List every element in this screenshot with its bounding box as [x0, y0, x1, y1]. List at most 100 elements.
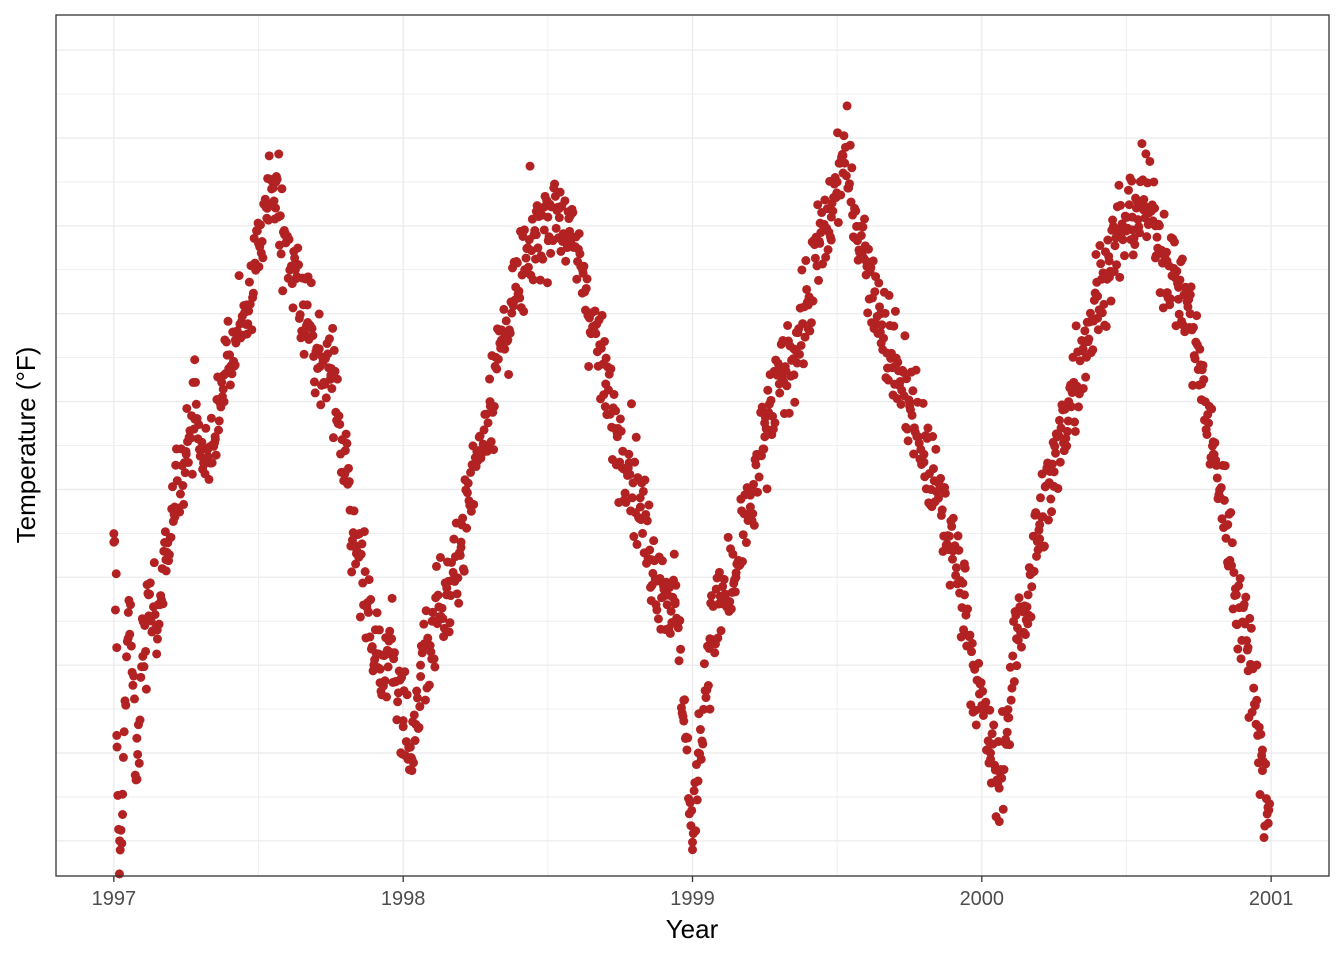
data-point	[626, 399, 636, 409]
data-point	[1093, 325, 1103, 335]
data-point	[329, 345, 339, 355]
data-point	[1135, 228, 1145, 238]
data-point	[416, 672, 426, 682]
data-point	[444, 627, 454, 637]
data-point	[759, 444, 769, 454]
data-point	[861, 256, 871, 266]
data-point	[868, 256, 878, 266]
data-point	[749, 479, 759, 489]
data-point	[1070, 426, 1080, 436]
data-point	[227, 369, 237, 379]
data-point	[1084, 334, 1094, 344]
data-point	[214, 416, 224, 426]
data-point	[1235, 574, 1245, 584]
data-point	[175, 489, 185, 499]
data-point	[489, 445, 499, 455]
data-point	[907, 410, 917, 420]
data-point	[719, 574, 729, 584]
data-point	[596, 343, 606, 353]
data-point	[760, 432, 770, 442]
data-point	[782, 381, 792, 391]
data-point	[985, 748, 995, 758]
data-point	[1039, 541, 1049, 551]
data-point	[135, 715, 145, 725]
data-point	[191, 377, 201, 387]
data-point	[210, 432, 220, 442]
data-point	[692, 795, 702, 805]
data-point	[1053, 483, 1063, 493]
data-point	[1071, 321, 1081, 331]
data-point	[968, 660, 978, 670]
data-point	[723, 532, 733, 542]
data-point	[738, 530, 748, 540]
data-point	[442, 590, 452, 600]
data-point	[1255, 790, 1265, 800]
data-point	[1220, 461, 1230, 471]
data-point	[826, 212, 836, 222]
data-point	[644, 500, 654, 510]
data-point	[795, 349, 805, 359]
data-point	[1177, 254, 1187, 264]
data-point	[565, 226, 575, 236]
data-point	[122, 652, 132, 662]
data-point	[590, 306, 600, 316]
data-point	[1067, 388, 1077, 398]
data-point	[139, 662, 149, 672]
data-point	[621, 497, 631, 507]
data-point	[269, 196, 279, 206]
data-point	[989, 720, 999, 730]
data-point	[186, 433, 196, 443]
data-point	[1211, 460, 1221, 470]
data-point	[190, 414, 200, 424]
data-point	[170, 502, 180, 512]
data-point	[1162, 256, 1172, 266]
data-point	[757, 402, 767, 412]
data-point	[701, 693, 711, 703]
data-point	[505, 328, 515, 338]
data-point	[754, 472, 764, 482]
data-point	[994, 783, 1004, 793]
data-point	[1112, 260, 1122, 270]
data-point	[1175, 275, 1185, 285]
data-point	[166, 532, 176, 542]
data-point	[783, 321, 793, 331]
data-point	[1265, 799, 1275, 809]
data-point	[624, 449, 634, 459]
data-point	[710, 648, 720, 658]
data-point	[1106, 296, 1116, 306]
data-point	[234, 271, 244, 281]
data-point	[121, 700, 131, 710]
data-point	[1188, 322, 1198, 332]
data-point	[714, 567, 724, 577]
data-point	[1046, 494, 1056, 504]
data-point	[309, 377, 319, 387]
data-point	[860, 214, 870, 224]
data-point	[504, 369, 514, 379]
data-point	[1150, 203, 1160, 213]
data-point	[531, 230, 541, 240]
data-point	[152, 625, 162, 635]
x-tick-label: 1997	[92, 888, 137, 910]
data-point	[944, 531, 954, 541]
data-point	[1108, 221, 1118, 231]
data-point	[844, 179, 854, 189]
data-point	[152, 634, 162, 644]
data-point	[1035, 534, 1045, 544]
data-point	[182, 403, 192, 413]
data-point	[1035, 493, 1045, 503]
data-point	[1141, 149, 1151, 159]
data-point	[600, 336, 610, 346]
data-point	[908, 386, 918, 396]
data-point	[1014, 593, 1024, 603]
data-point	[326, 370, 336, 380]
data-point	[217, 377, 227, 387]
data-point	[1037, 469, 1047, 479]
data-point	[546, 248, 556, 258]
data-point	[1139, 195, 1149, 204]
data-point	[158, 599, 168, 609]
data-point	[1210, 438, 1220, 448]
data-point	[875, 302, 885, 312]
data-point	[407, 766, 417, 776]
data-point	[374, 625, 384, 635]
data-point	[691, 826, 701, 836]
